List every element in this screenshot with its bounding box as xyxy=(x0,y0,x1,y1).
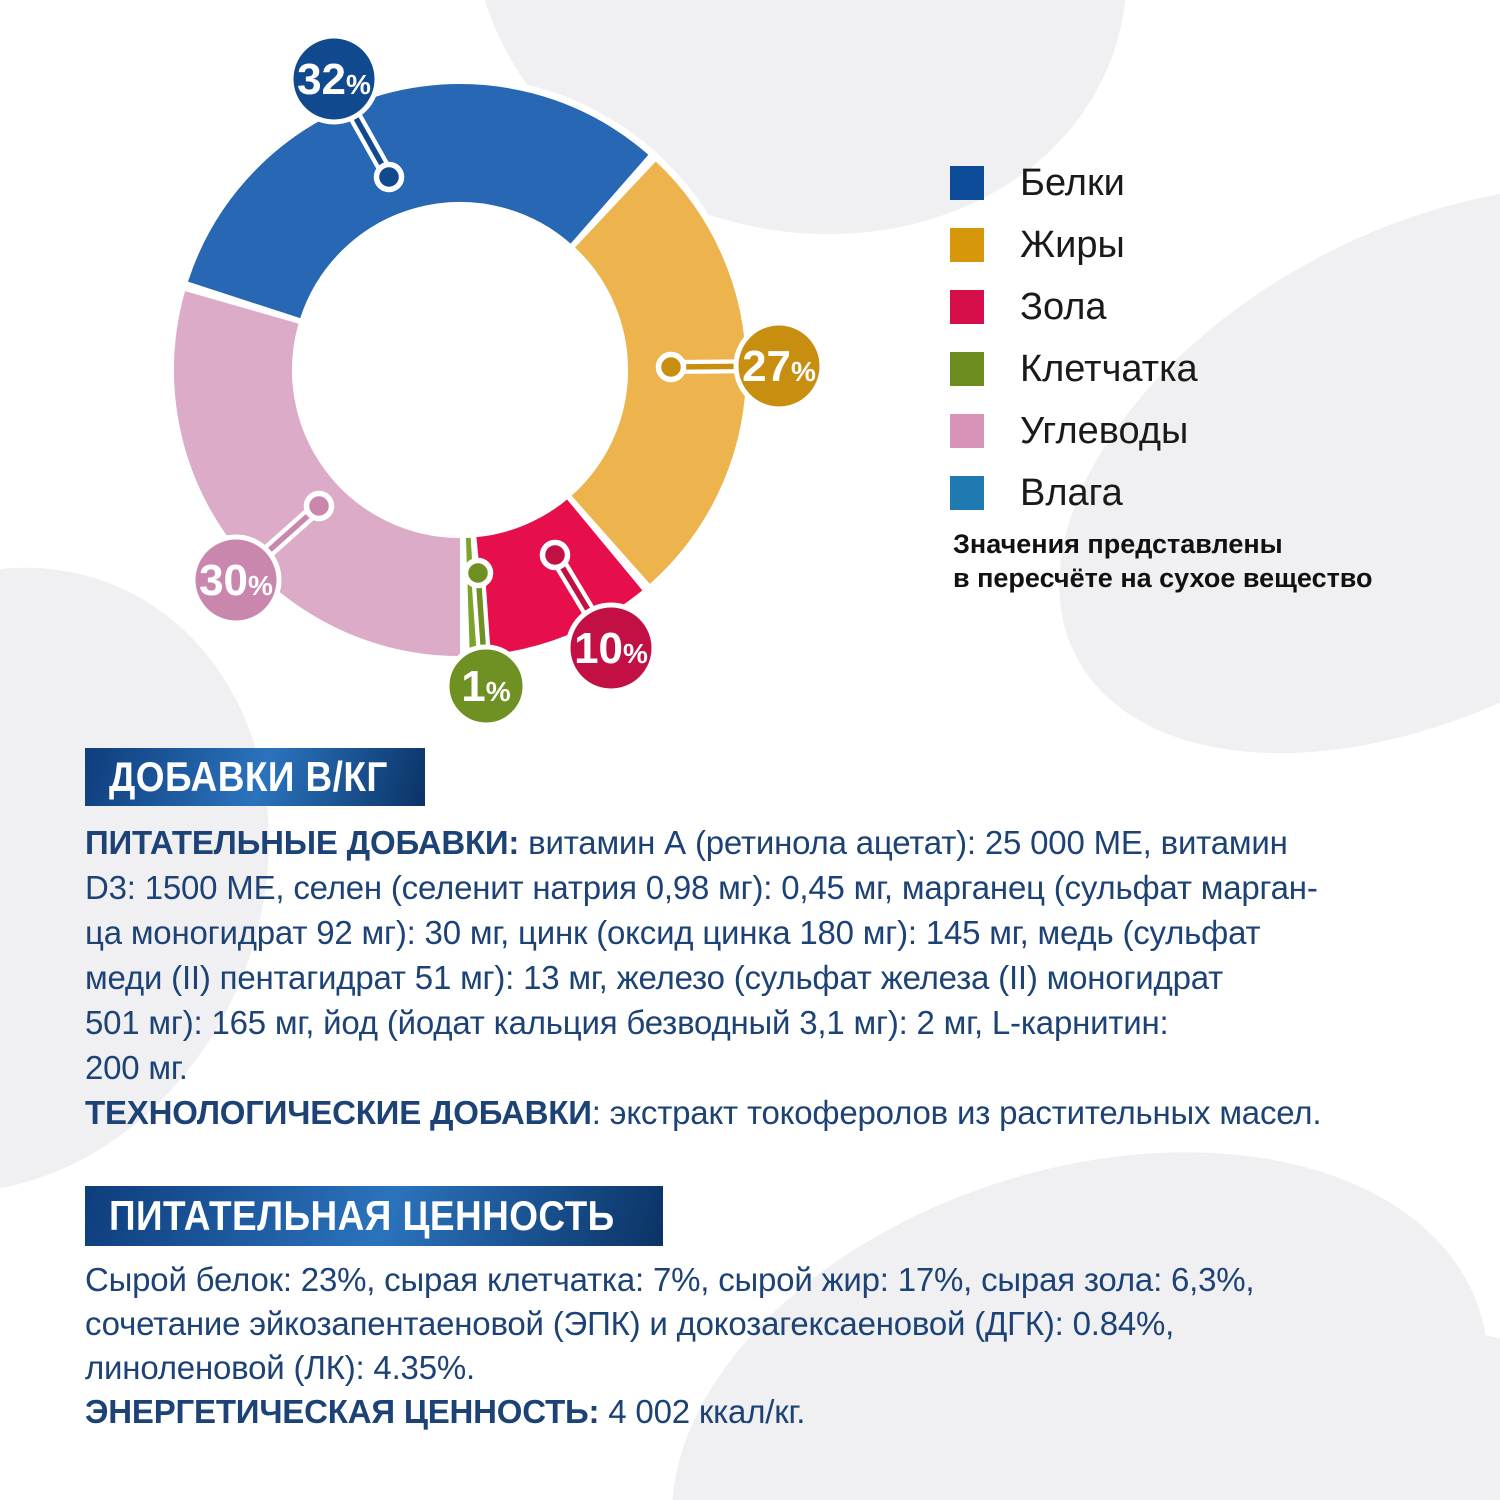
nutrition-text: Сырой белок: 23%, сырая клетчатка: 7%, с… xyxy=(85,1258,1433,1434)
legend-swatch-fats xyxy=(950,228,984,262)
callout-bubble-ash xyxy=(565,602,657,694)
additives-header-banner: ДОБАВКИ В/КГ xyxy=(85,748,425,806)
legend-label-moisture: Влага xyxy=(1020,471,1123,514)
callout-dot-proteins xyxy=(373,161,405,193)
chart-legend: Белки Жиры Зола Клетчатка Углеводы Влага xyxy=(950,152,1198,524)
callout-value-carbs: 30% xyxy=(199,556,273,605)
legend-label-ash: Зола xyxy=(1020,285,1107,328)
nutritional-additives-body: витамин А (ретинола ацетат): 25 000 МЕ, … xyxy=(85,824,1318,1086)
segment-proteins xyxy=(188,84,649,320)
legend-label-fats: Жиры xyxy=(1020,223,1125,266)
legend-item-ash: Зола xyxy=(950,276,1198,338)
callout-dot-ash xyxy=(539,539,571,571)
tech-additives-body: : экстракт токоферолов из растительных м… xyxy=(591,1094,1322,1131)
legend-item-carbs: Углеводы xyxy=(950,400,1198,462)
callout-value-proteins: 32% xyxy=(297,55,371,104)
segment-ash xyxy=(474,498,643,655)
callout-value-fiber: 1% xyxy=(461,662,510,711)
legend-swatch-moisture xyxy=(950,476,984,510)
energy-lead: ЭНЕРГЕТИЧЕСКАЯ ЦЕННОСТЬ: xyxy=(85,1393,600,1430)
callout-bubble-proteins xyxy=(288,33,380,125)
nutrition-header-label: ПИТАТЕЛЬНАЯ ЦЕННОСТЬ xyxy=(109,1192,615,1239)
legend-swatch-carbs xyxy=(950,414,984,448)
nutritional-additives-lead: ПИТАТЕЛЬНЫЕ ДОБАВКИ: xyxy=(85,824,520,861)
callout-dot-fiber xyxy=(462,557,494,589)
legend-note: Значения представлены в пересчёте на сух… xyxy=(953,529,1373,593)
additives-text: ПИТАТЕЛЬНЫЕ ДОБАВКИ: витамин А (ретинола… xyxy=(85,820,1433,1135)
callout-value-fats: 27% xyxy=(742,342,816,391)
legend-label-fiber: Клетчатка xyxy=(1020,347,1198,390)
nutrition-header-banner: ПИТАТЕЛЬНАЯ ЦЕННОСТЬ xyxy=(85,1186,663,1246)
legend-swatch-fiber xyxy=(950,352,984,386)
legend-item-proteins: Белки xyxy=(950,152,1198,214)
nutrition-body: Сырой белок: 23%, сырая клетчатка: 7%, с… xyxy=(85,1261,1255,1386)
callout-dot-fats xyxy=(655,351,687,383)
legend-item-fiber: Клетчатка xyxy=(950,338,1198,400)
legend-swatch-ash xyxy=(950,290,984,324)
callout-value-ash: 10% xyxy=(574,624,648,673)
legend-label-proteins: Белки xyxy=(1020,161,1125,204)
donut-chart: 32% 27% 10% 1% 30% xyxy=(167,33,825,728)
tech-additives-lead: ТЕХНОЛОГИЧЕСКИЕ ДОБАВКИ xyxy=(85,1094,592,1131)
callout-bubble-carbs xyxy=(190,534,282,626)
callout-dot-carbs xyxy=(303,490,335,522)
legend-item-moisture: Влага xyxy=(950,462,1198,524)
energy-body: 4 002 ккал/кг. xyxy=(599,1393,806,1430)
legend-label-carbs: Углеводы xyxy=(1020,409,1189,452)
additives-header-label: ДОБАВКИ В/КГ xyxy=(109,753,388,800)
callout-bubble-fiber xyxy=(444,644,528,728)
legend-item-fats: Жиры xyxy=(950,214,1198,276)
segment-carbs xyxy=(174,291,462,656)
callout-bubble-fats xyxy=(733,320,825,412)
legend-swatch-proteins xyxy=(950,166,984,200)
